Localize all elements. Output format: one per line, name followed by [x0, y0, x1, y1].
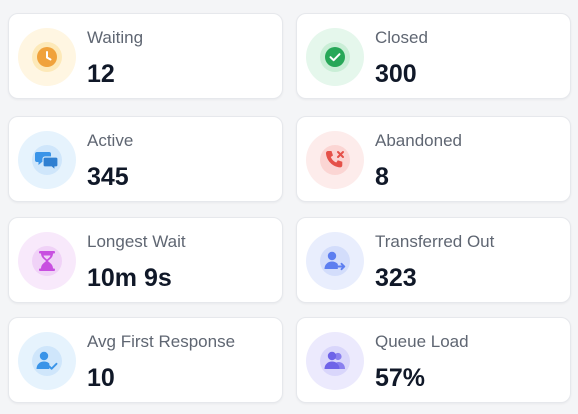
stat-card-active[interactable]: Active 345	[8, 116, 283, 202]
stat-card-abandoned[interactable]: Abandoned 8	[296, 116, 571, 202]
stat-value: 300	[375, 60, 417, 88]
stat-value: 12	[87, 60, 115, 88]
stat-value: 10m 9s	[87, 264, 172, 292]
stat-value: 345	[87, 163, 129, 191]
check-circle-icon	[320, 42, 350, 72]
icon-ring	[306, 232, 364, 290]
stat-value: 10	[87, 364, 115, 392]
icon-ring	[18, 131, 76, 189]
stat-label: Waiting	[87, 28, 144, 47]
icon-ring	[306, 28, 364, 86]
stat-card-queue-load[interactable]: Queue Load 57%	[296, 317, 571, 403]
stat-card-longest-wait[interactable]: Longest Wait 10m 9s	[8, 217, 283, 303]
stat-value: 8	[375, 163, 389, 191]
stat-label: Closed	[375, 28, 428, 47]
stat-label: Longest Wait	[87, 232, 186, 251]
icon-ring	[306, 332, 364, 390]
users-icon	[320, 346, 350, 376]
phone-missed-icon	[320, 145, 350, 175]
stat-value: 57%	[375, 364, 426, 392]
icon-ring	[18, 28, 76, 86]
stat-value: 323	[375, 264, 417, 292]
icon-ring	[306, 131, 364, 189]
chat-bubbles-icon	[32, 145, 62, 175]
icon-ring	[18, 232, 76, 290]
stat-label: Queue Load	[375, 332, 469, 351]
stat-card-transferred-out[interactable]: Transferred Out 323	[296, 217, 571, 303]
stat-label: Avg First Response	[87, 332, 236, 351]
user-check-icon	[32, 346, 62, 376]
user-transfer-icon	[320, 246, 350, 276]
icon-ring	[18, 332, 76, 390]
stat-card-waiting[interactable]: Waiting 12	[8, 13, 283, 99]
clock-icon	[32, 42, 62, 72]
stat-label: Transferred Out	[375, 232, 495, 251]
stat-card-avg-first-response[interactable]: Avg First Response 10	[8, 317, 283, 403]
stat-label: Abandoned	[375, 131, 462, 150]
stat-label: Active	[87, 131, 134, 150]
hourglass-icon	[32, 246, 62, 276]
stat-card-closed[interactable]: Closed 300	[296, 13, 571, 99]
